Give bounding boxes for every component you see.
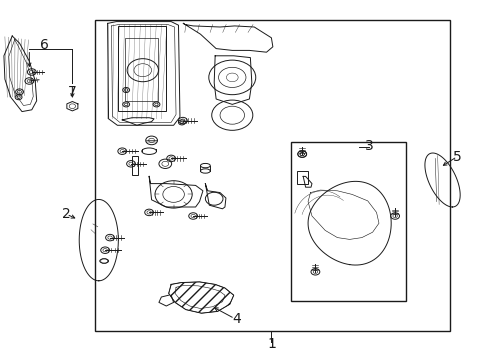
- Bar: [125, 38, 158, 101]
- Bar: [95, 20, 449, 331]
- Bar: [290, 142, 405, 301]
- Text: 7: 7: [68, 85, 77, 99]
- Text: 6: 6: [40, 38, 48, 52]
- Bar: [132, 156, 138, 175]
- Text: 5: 5: [452, 150, 461, 163]
- Text: 1: 1: [266, 337, 275, 351]
- Text: 3: 3: [364, 139, 373, 153]
- Bar: [118, 26, 166, 111]
- Bar: [297, 171, 307, 184]
- Text: 2: 2: [61, 207, 70, 221]
- Text: 4: 4: [232, 312, 241, 325]
